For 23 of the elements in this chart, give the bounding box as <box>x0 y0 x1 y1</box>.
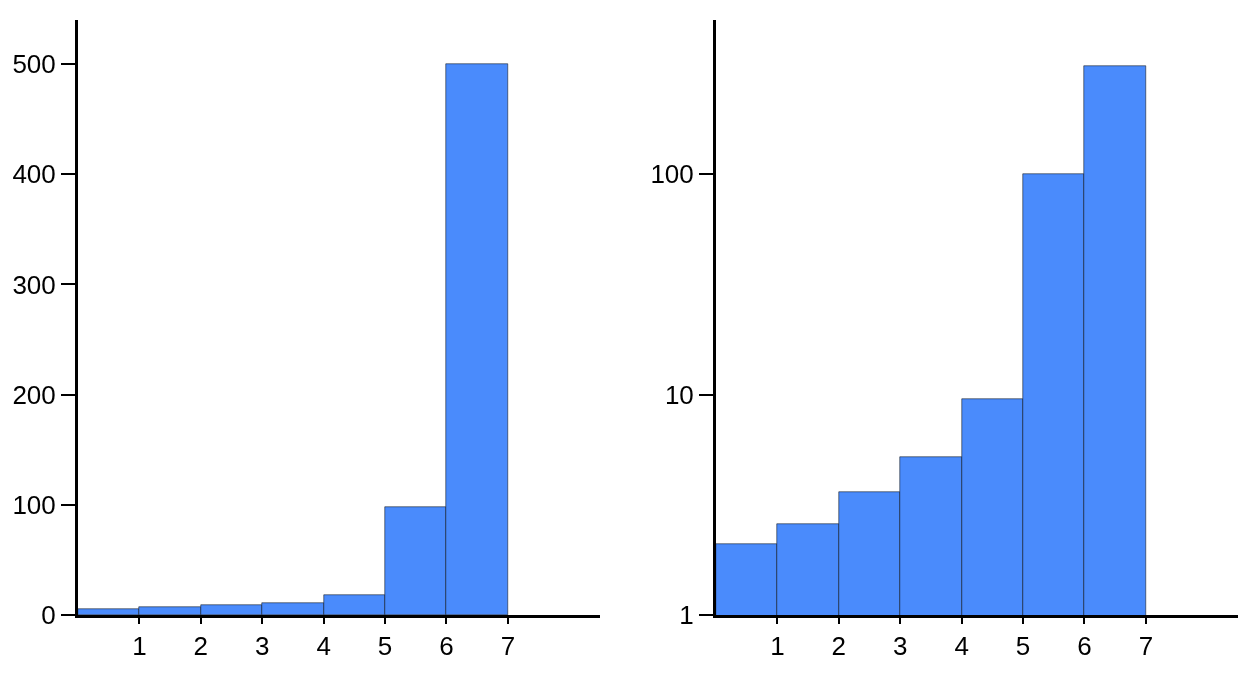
x-tick-label: 5 <box>377 631 393 662</box>
y-tick-label: 100 <box>650 159 694 190</box>
y-tick-label: 1 <box>679 600 694 631</box>
x-tick-label: 4 <box>316 631 331 662</box>
y-tick-label: 300 <box>12 269 56 300</box>
x-tick-label: 2 <box>193 631 209 662</box>
x-tick-label: 6 <box>439 631 454 662</box>
y-tick-label: 500 <box>12 49 56 80</box>
x-tick-label: 1 <box>770 631 785 662</box>
y-tick-label: 400 <box>12 159 56 190</box>
y-tick-label: 0 <box>41 600 56 631</box>
x-tick-label: 6 <box>1077 631 1092 662</box>
y-tick-label: 10 <box>664 379 694 410</box>
x-tick-label: 1 <box>132 631 147 662</box>
x-tick-label: 2 <box>831 631 847 662</box>
y-tick-label: 200 <box>12 379 56 410</box>
x-tick-label: 3 <box>255 631 270 662</box>
x-tick-label: 5 <box>1015 631 1031 662</box>
y-tick-label: 100 <box>12 489 56 520</box>
x-tick-label: 7 <box>1138 631 1154 662</box>
x-tick-label: 4 <box>954 631 969 662</box>
x-tick-label: 3 <box>893 631 908 662</box>
x-tick-label: 7 <box>500 631 516 662</box>
